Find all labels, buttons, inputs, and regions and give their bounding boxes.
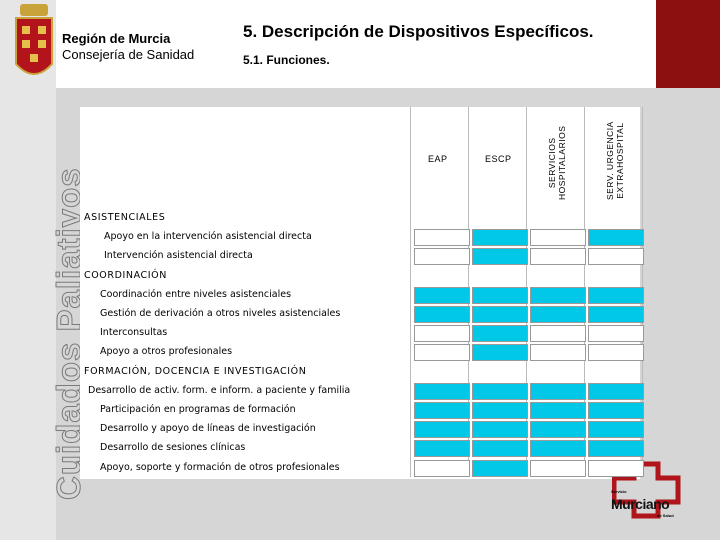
cell-marked xyxy=(472,325,528,343)
row-label: Desarrollo de sesiones clínicas xyxy=(100,442,246,454)
cell-marked xyxy=(530,286,586,304)
cell-marked xyxy=(414,421,470,439)
cell-marked xyxy=(414,286,470,304)
row-label: Interconsultas xyxy=(100,327,168,339)
section-heading: COORDINACIÓN xyxy=(84,269,167,281)
cell-empty xyxy=(588,459,644,477)
column-header-line: HOSPITALARIOS xyxy=(557,125,567,200)
health-service-logo-icon xyxy=(612,461,681,519)
cell-empty xyxy=(530,344,586,362)
row-label: Apoyo, soporte y formación de otros prof… xyxy=(100,461,340,473)
cell-marked xyxy=(472,440,528,458)
cell-marked xyxy=(588,382,644,400)
cell-empty xyxy=(414,325,470,343)
cell-empty xyxy=(414,344,470,362)
column-header-line: SERVICIOS xyxy=(547,137,557,189)
section-subtitle: 5.1. Funciones. xyxy=(243,53,330,67)
logo-top-text: Servicio xyxy=(611,489,627,494)
column-header: SERV. URGENCIA EXTRAHOSPITAL xyxy=(605,121,625,200)
cell-empty xyxy=(588,325,644,343)
region-name: Región de Murcia xyxy=(62,31,171,46)
cell-empty xyxy=(588,248,644,266)
cell-marked xyxy=(472,344,528,362)
cell-marked xyxy=(530,306,586,323)
cell-marked xyxy=(472,402,528,419)
cell-marked xyxy=(530,440,586,458)
cell-empty xyxy=(530,229,586,247)
cell-marked xyxy=(588,286,644,304)
row-label: Apoyo en la intervención asistencial dir… xyxy=(104,231,312,243)
column-divider xyxy=(410,107,411,477)
cell-marked xyxy=(472,229,528,247)
row-label: Gestión de derivación a otros niveles as… xyxy=(100,308,341,319)
cell-marked xyxy=(414,382,470,400)
cell-marked xyxy=(472,286,528,304)
header-background xyxy=(56,0,656,88)
cell-marked xyxy=(588,402,644,419)
section-heading: FORMACIÓN, DOCENCIA E INVESTIGACIÓN xyxy=(84,365,307,377)
row-label: Coordinación entre niveles asistenciales xyxy=(100,288,292,300)
cell-marked xyxy=(588,421,644,439)
cell-empty xyxy=(530,248,586,266)
cell-marked xyxy=(530,402,586,419)
cell-marked xyxy=(472,459,528,477)
column-header: SERVICIOS HOSPITALARIOS xyxy=(547,126,567,200)
cell-empty xyxy=(588,344,644,362)
row-label: Apoyo a otros profesionales xyxy=(100,346,233,358)
column-header: ESCP xyxy=(485,154,512,164)
column-header-line: SERV. URGENCIA xyxy=(605,121,615,200)
cell-marked xyxy=(588,229,644,247)
cell-marked xyxy=(530,382,586,400)
row-label: Desarrollo de activ. form. e inform. a p… xyxy=(88,384,351,396)
row-label: Participación en programas de formación xyxy=(100,404,296,415)
coat-of-arms-icon xyxy=(15,4,53,75)
row-label: Intervención asistencial directa xyxy=(104,250,253,262)
row-label: Desarrollo y apoyo de líneas de investig… xyxy=(100,423,316,435)
department-name: Consejería de Sanidad xyxy=(62,47,195,62)
cell-marked xyxy=(530,421,586,439)
cell-empty xyxy=(530,459,586,477)
cell-marked xyxy=(588,440,644,458)
column-header-line: EXTRAHOSPITAL xyxy=(615,122,625,199)
cell-marked xyxy=(472,248,528,266)
cell-marked xyxy=(588,306,644,323)
side-band xyxy=(0,88,56,540)
section-heading: ASISTENCIALES xyxy=(84,212,166,223)
column-header: EAP xyxy=(428,154,448,164)
cell-empty xyxy=(530,325,586,343)
page-title: 5. Descripción de Dispositivos Específic… xyxy=(243,22,594,41)
cell-marked xyxy=(472,421,528,439)
cell-marked xyxy=(472,382,528,400)
cell-empty xyxy=(414,248,470,266)
logo-main-text: Murciano xyxy=(611,496,670,512)
cell-marked xyxy=(414,402,470,419)
cell-marked xyxy=(414,440,470,458)
logo-bottom-text: de Salud xyxy=(657,513,674,518)
header-accent xyxy=(656,0,720,88)
cell-marked xyxy=(414,306,470,323)
cell-marked xyxy=(472,306,528,323)
cell-empty xyxy=(414,229,470,247)
cell-empty xyxy=(414,459,470,477)
